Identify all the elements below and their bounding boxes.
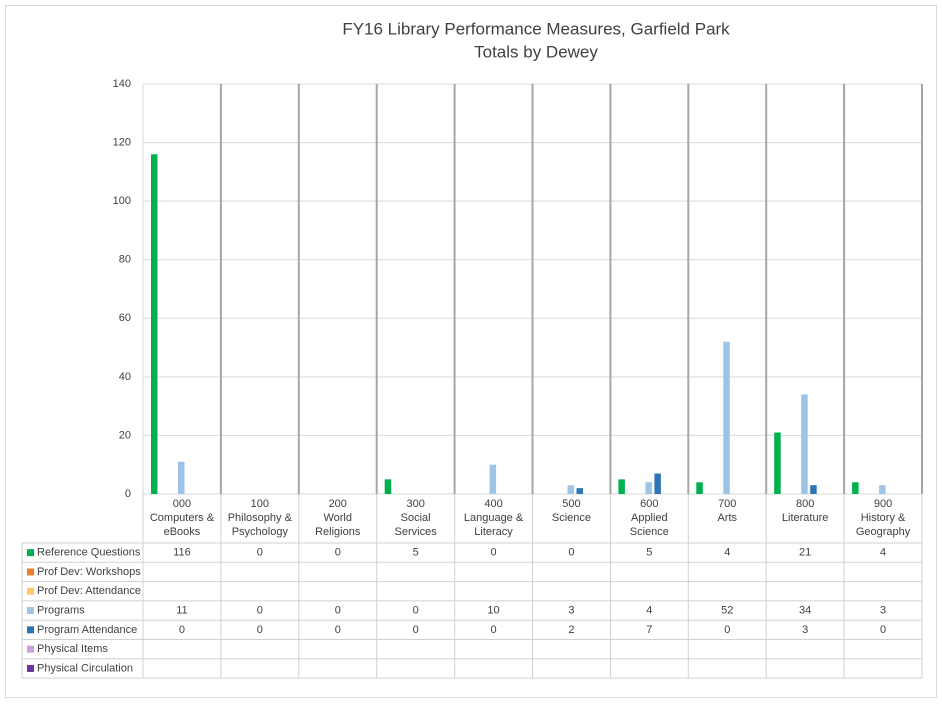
x-tick-label: 300 Social Services <box>394 498 437 538</box>
bar <box>645 482 652 494</box>
table-value: 0 <box>179 624 185 636</box>
legend-label: Physical Circulation <box>37 662 133 674</box>
table-value: 5 <box>413 547 419 559</box>
x-tick-label: 200 World Religions <box>315 498 361 538</box>
table-value: 11 <box>176 604 187 616</box>
table-value: 0 <box>335 624 341 636</box>
table-value: 0 <box>490 547 496 559</box>
chart-border <box>5 5 937 698</box>
table-value: 116 <box>173 547 191 559</box>
table-value: 52 <box>721 604 733 616</box>
table-value: 3 <box>568 604 574 616</box>
legend-key <box>27 587 34 595</box>
bar <box>618 479 625 494</box>
bar <box>489 464 497 494</box>
table-value: 0 <box>490 624 496 636</box>
table-value: 4 <box>880 547 886 559</box>
table-value: 21 <box>799 547 811 559</box>
chart-title: FY16 Library Performance Measures, Garfi… <box>342 19 730 38</box>
x-tick-label: 700 Arts <box>717 498 738 524</box>
legend-key <box>27 626 34 634</box>
table-value: 0 <box>413 624 419 636</box>
x-tick-label: 900 History & Geography <box>855 498 911 538</box>
legend-label: Prof Dev: Attendance <box>37 585 141 597</box>
bar <box>567 485 574 494</box>
bar <box>774 432 781 494</box>
table-value: 0 <box>724 624 730 636</box>
bar <box>879 485 886 494</box>
table-value: 4 <box>646 604 652 616</box>
table-value: 0 <box>335 547 341 559</box>
table-value: 34 <box>799 604 811 616</box>
legend-label: Prof Dev: Workshops <box>37 566 141 578</box>
table-value: 4 <box>724 547 730 559</box>
x-tick-label: 100 Philosophy & Psychology <box>227 498 292 538</box>
x-tick-label: 000 Computers & eBooks <box>149 498 215 538</box>
table-value: 0 <box>257 624 263 636</box>
y-tick-label: 140 <box>113 78 131 90</box>
legend-label: Reference Questions <box>37 547 141 559</box>
legend-label: Program Attendance <box>37 624 137 636</box>
legend-key <box>27 664 34 672</box>
legend-key <box>27 607 34 615</box>
y-tick-label: 80 <box>119 254 131 266</box>
table-value: 0 <box>568 547 574 559</box>
y-tick-label: 40 <box>119 371 131 383</box>
bar <box>384 479 392 494</box>
chart-subtitle: Totals by Dewey <box>474 42 598 61</box>
table-value: 0 <box>413 604 419 616</box>
x-tick-label: 800 Literature <box>781 498 829 524</box>
y-tick-label: 120 <box>113 136 131 148</box>
y-tick-label: 100 <box>113 195 131 207</box>
table-value: 0 <box>880 624 886 636</box>
table-value: 0 <box>257 604 263 616</box>
y-tick-label: 20 <box>119 429 131 441</box>
bar <box>801 394 808 494</box>
bar <box>151 154 158 495</box>
table-value: 3 <box>880 604 886 616</box>
table-value: 0 <box>257 547 263 559</box>
bar <box>696 482 703 494</box>
legend-label: Physical Items <box>37 643 108 655</box>
table-value: 7 <box>646 624 652 636</box>
table-value: 10 <box>487 604 499 616</box>
legend-key <box>27 568 34 576</box>
legend-key <box>27 645 34 653</box>
legend-key <box>27 549 34 557</box>
bar <box>654 473 661 494</box>
bar <box>576 488 583 494</box>
y-tick-label: 60 <box>119 312 131 324</box>
table-value: 5 <box>646 547 652 559</box>
table-value: 3 <box>802 624 808 636</box>
bar <box>810 485 817 494</box>
y-tick-label: 0 <box>125 488 131 500</box>
legend-label: Programs <box>37 604 85 616</box>
x-tick-label: 500 Science <box>551 498 592 524</box>
x-tick-label: 600 Applied Science <box>629 498 669 538</box>
x-tick-label: 400 Language & Literacy <box>463 498 524 538</box>
bar <box>178 461 185 494</box>
bar <box>723 341 730 494</box>
table-value: 0 <box>335 604 341 616</box>
bar <box>852 482 859 494</box>
table-value: 2 <box>568 624 574 636</box>
